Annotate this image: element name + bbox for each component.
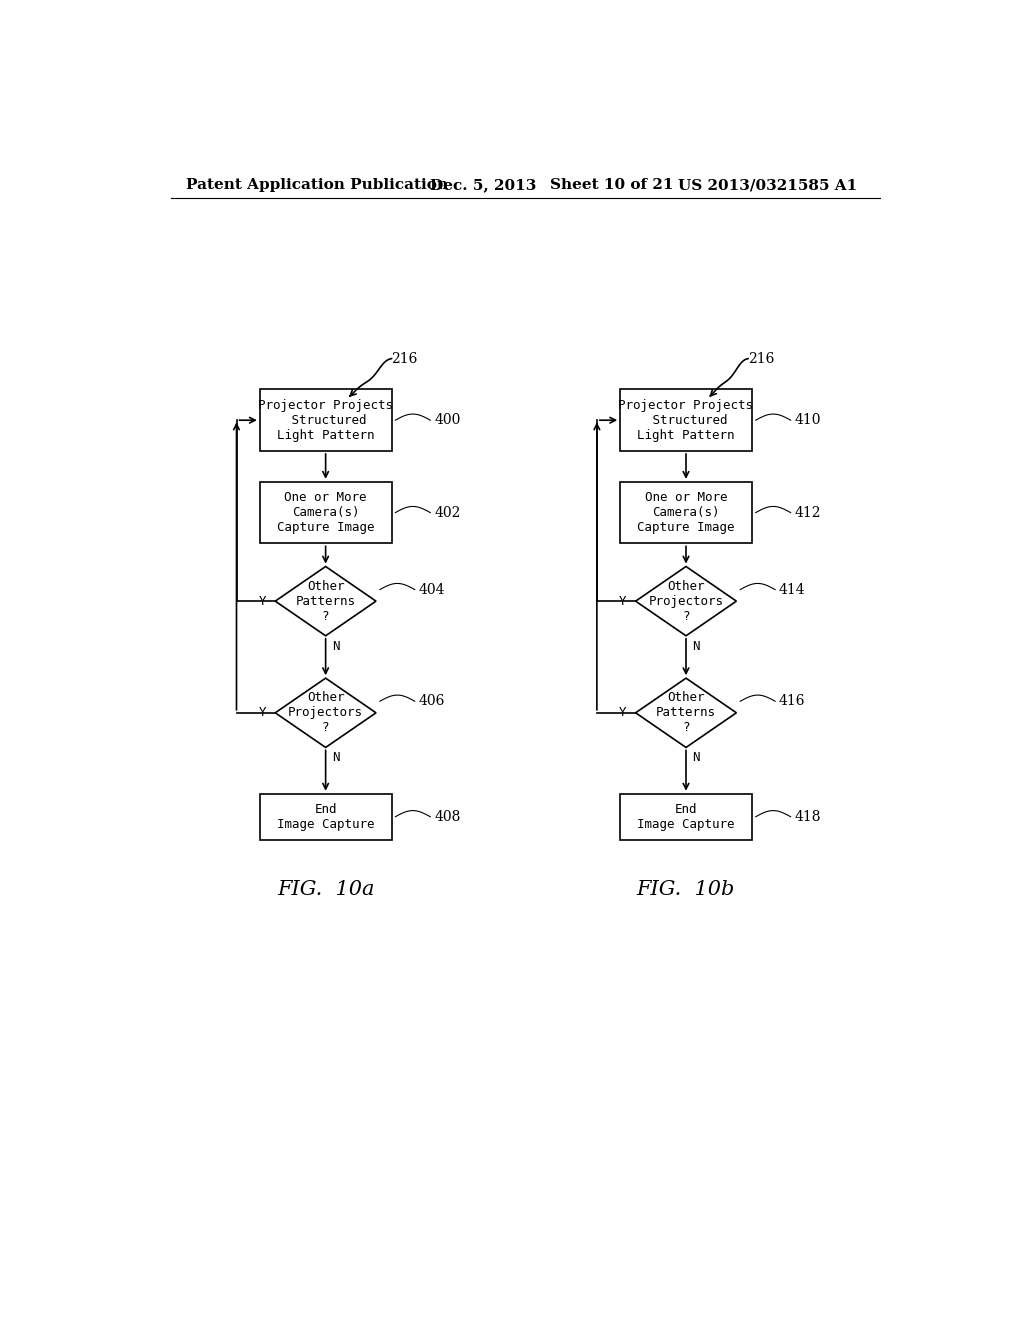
- Polygon shape: [636, 678, 736, 747]
- FancyBboxPatch shape: [621, 793, 752, 840]
- Text: 404: 404: [419, 582, 445, 597]
- Text: Y: Y: [258, 706, 266, 719]
- Text: End
Image Capture: End Image Capture: [276, 803, 375, 830]
- Text: Other
Patterns
?: Other Patterns ?: [296, 579, 355, 623]
- Text: Patent Application Publication: Patent Application Publication: [186, 178, 449, 193]
- Text: 414: 414: [779, 582, 806, 597]
- FancyBboxPatch shape: [621, 389, 752, 451]
- Text: Other
Projectors
?: Other Projectors ?: [288, 692, 364, 734]
- Text: FIG.  10b: FIG. 10b: [637, 880, 735, 899]
- Text: Y: Y: [618, 706, 627, 719]
- Text: One or More
Camera(s)
Capture Image: One or More Camera(s) Capture Image: [637, 491, 735, 535]
- Text: 402: 402: [434, 506, 461, 520]
- Text: N: N: [332, 751, 339, 764]
- Text: 406: 406: [419, 694, 445, 709]
- Text: 410: 410: [795, 413, 821, 428]
- Text: Projector Projects
 Structured
Light Pattern: Projector Projects Structured Light Patt…: [618, 399, 754, 442]
- Polygon shape: [275, 566, 376, 636]
- Text: FIG.  10a: FIG. 10a: [276, 880, 375, 899]
- Text: Y: Y: [618, 594, 627, 607]
- Text: One or More
Camera(s)
Capture Image: One or More Camera(s) Capture Image: [276, 491, 375, 535]
- Text: 416: 416: [779, 694, 806, 709]
- Text: 216: 216: [391, 351, 418, 366]
- Text: 412: 412: [795, 506, 821, 520]
- Text: 400: 400: [434, 413, 461, 428]
- Text: Y: Y: [258, 594, 266, 607]
- Polygon shape: [275, 678, 376, 747]
- Text: 216: 216: [748, 351, 774, 366]
- Text: Dec. 5, 2013: Dec. 5, 2013: [430, 178, 537, 193]
- Text: N: N: [332, 640, 339, 652]
- Text: 418: 418: [795, 809, 821, 824]
- Text: Other
Patterns
?: Other Patterns ?: [656, 692, 716, 734]
- FancyBboxPatch shape: [260, 482, 391, 544]
- Text: N: N: [692, 640, 699, 652]
- FancyBboxPatch shape: [260, 389, 391, 451]
- Text: Projector Projects
 Structured
Light Pattern: Projector Projects Structured Light Patt…: [258, 399, 393, 442]
- Text: N: N: [692, 751, 699, 764]
- Text: End
Image Capture: End Image Capture: [637, 803, 735, 830]
- Text: US 2013/0321585 A1: US 2013/0321585 A1: [678, 178, 857, 193]
- Text: Other
Projectors
?: Other Projectors ?: [648, 579, 724, 623]
- Text: 408: 408: [434, 809, 461, 824]
- Text: Sheet 10 of 21: Sheet 10 of 21: [550, 178, 674, 193]
- FancyBboxPatch shape: [621, 482, 752, 544]
- FancyBboxPatch shape: [260, 793, 391, 840]
- Polygon shape: [636, 566, 736, 636]
